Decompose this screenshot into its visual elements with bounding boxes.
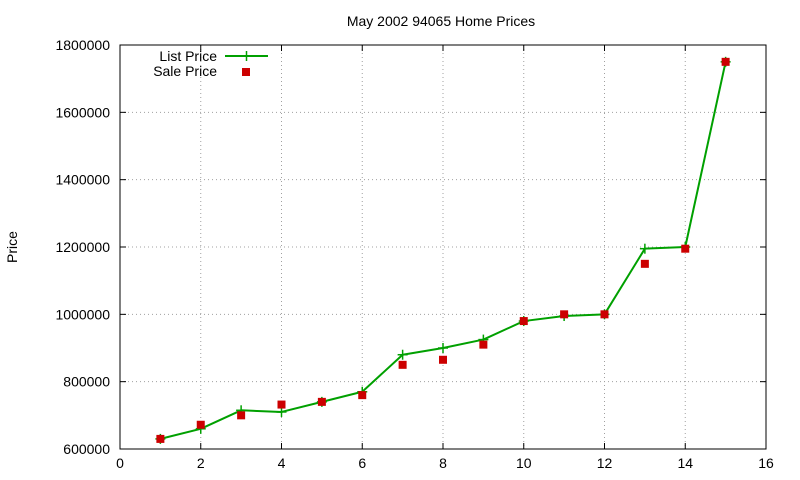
axis-ticks — [119, 44, 767, 450]
chart-title: May 2002 94065 Home Prices — [347, 13, 535, 29]
sale-price-point — [317, 397, 326, 406]
sale-price-point — [681, 244, 690, 253]
list-price-point — [397, 349, 408, 360]
sale-price-point — [196, 420, 205, 429]
y-tick-label: 1200000 — [55, 239, 110, 255]
list-price-point — [276, 406, 287, 417]
y-tick-label: 600000 — [63, 441, 110, 457]
sale-price-point — [156, 434, 165, 443]
list-price-point — [639, 243, 650, 254]
sale-price-point — [358, 391, 367, 400]
sale-price-point — [519, 317, 528, 326]
x-tick-label: 2 — [197, 455, 205, 471]
y-tick-label: 1400000 — [55, 172, 110, 188]
sale-price-point — [640, 259, 649, 268]
legend-marker-sale-price — [242, 68, 250, 76]
x-tick-label: 4 — [278, 455, 286, 471]
grid — [120, 45, 766, 449]
y-tick-label: 1000000 — [55, 306, 110, 322]
sale-price-point — [479, 340, 488, 349]
x-tick-label: 14 — [677, 455, 693, 471]
list-price-point — [438, 343, 448, 353]
sale-price-point — [237, 411, 246, 420]
legend-marker-list-price — [241, 51, 252, 61]
x-tick-label: 6 — [358, 455, 366, 471]
y-axis-label: Price — [4, 231, 20, 263]
sale-price-point — [398, 360, 407, 369]
sale-price-point — [439, 355, 447, 364]
y-axis-tick-labels: 600000 800000 1000000 1200000 1400000 1600000… — [55, 37, 110, 457]
sale-price-point — [600, 310, 609, 319]
legend-label-list-price: List Price — [159, 48, 217, 64]
y-tick-label: 800000 — [63, 374, 110, 390]
x-tick-label: 0 — [116, 455, 124, 471]
legend-label-sale-price: Sale Price — [153, 63, 217, 79]
list-price-line — [160, 61, 727, 440]
sale-price-point — [721, 57, 730, 66]
y-tick-label: 1600000 — [55, 104, 110, 120]
sale-price-point — [277, 400, 286, 409]
x-axis-tick-labels: 0 2 4 6 8 10 12 14 16 — [116, 455, 774, 471]
y-tick-label: 1800000 — [55, 37, 110, 53]
sale-price-point — [560, 310, 569, 319]
series-layer — [155, 56, 731, 444]
x-tick-label: 8 — [439, 455, 447, 471]
x-tick-label: 12 — [597, 455, 613, 471]
legend: List Price Sale Price — [153, 48, 268, 79]
x-tick-label: 16 — [758, 455, 774, 471]
x-tick-label: 10 — [516, 455, 532, 471]
